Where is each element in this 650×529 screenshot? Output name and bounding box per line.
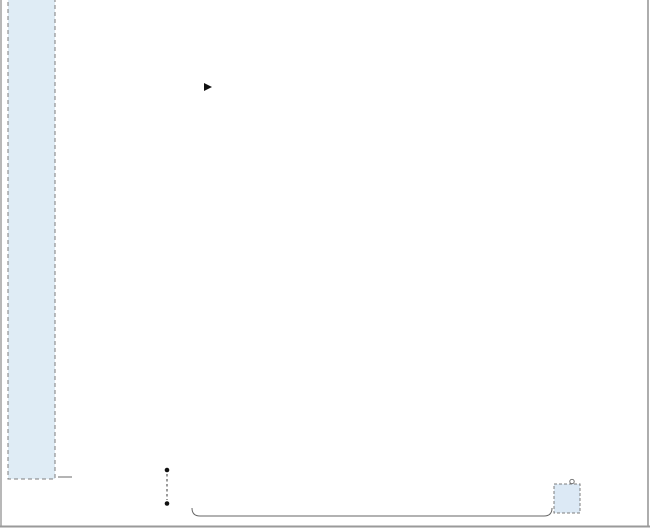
- injectors-bracket: [191, 507, 553, 517]
- ess-arrow-icon: [204, 83, 212, 91]
- splice-s103-dot: [164, 467, 170, 473]
- bcm-pin-terminal: [569, 478, 575, 485]
- pcm-module-box: [7, 0, 56, 480]
- bcm-module-box: [553, 483, 581, 514]
- ground-g117-dot: [164, 501, 170, 506]
